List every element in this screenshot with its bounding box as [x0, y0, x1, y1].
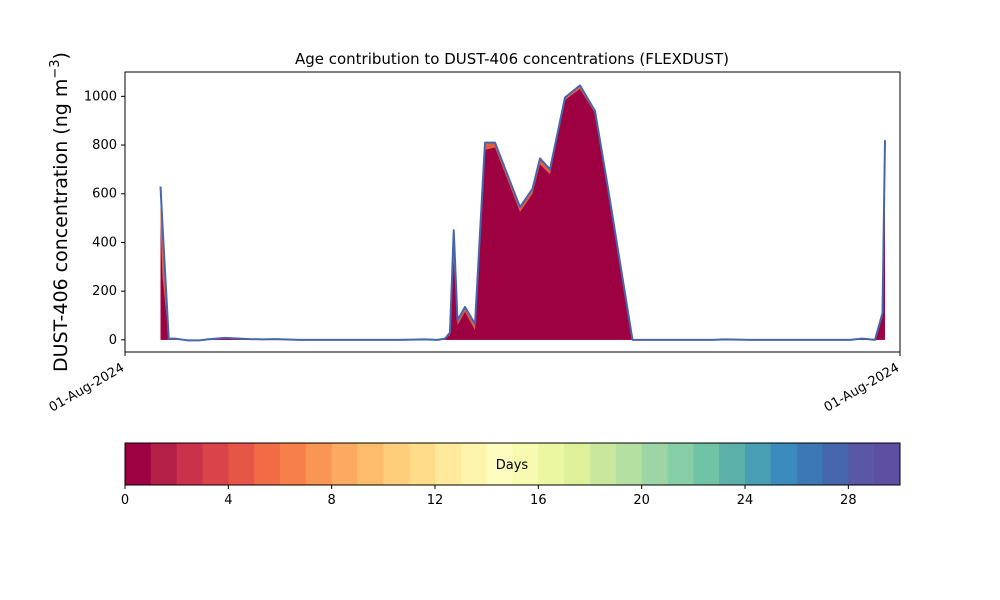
y-tick-label: 800	[92, 138, 117, 153]
colorbar-frame	[124, 442, 901, 486]
y-axis-label: DUST-406 concentration (ng m−3)	[48, 52, 72, 372]
y-tick-label: 0	[109, 333, 117, 348]
colorbar-segment	[486, 443, 513, 485]
colorbar-label: Days	[496, 458, 529, 473]
colorbar-segment	[796, 443, 823, 485]
chart-title: Age contribution to DUST-406 concentrati…	[295, 50, 729, 68]
y-tick-label: 1000	[84, 89, 117, 104]
y-axis-label-superscript: −3	[48, 59, 63, 78]
colorbar-segment	[280, 443, 307, 485]
colorbar-segment	[590, 443, 617, 485]
y-axis: 0 200 400 600 800 1000	[84, 89, 125, 348]
y-tick-label: 200	[92, 284, 117, 299]
colorbar-tick-label: 0	[121, 493, 129, 508]
colorbar-segment	[202, 443, 229, 485]
svg-text:DUST-406 concentration (ng m−3: DUST-406 concentration (ng m−3)	[48, 52, 72, 372]
x-tick-label: 01-Aug-2024	[822, 360, 902, 415]
y-tick-label: 400	[92, 235, 117, 250]
colorbar-segment	[150, 443, 178, 485]
y-axis-label-main: DUST-406 concentration (ng m	[50, 79, 72, 372]
colorbar-segment	[667, 443, 694, 485]
colorbar-tick-label: 28	[840, 493, 857, 508]
colorbar-segment	[228, 443, 255, 485]
plot-area	[159, 84, 886, 342]
colorbar-segment	[745, 443, 772, 485]
colorbar-segment	[409, 443, 436, 485]
colorbar-tick-label: 24	[737, 493, 754, 508]
colorbar-segment	[512, 443, 539, 485]
colorbar-tick-label: 16	[530, 493, 547, 508]
colorbar-segment	[564, 443, 591, 485]
colorbar-segment	[331, 443, 358, 485]
colorbar-segment	[719, 443, 746, 485]
colorbar-segment	[176, 443, 203, 485]
colorbar-segment	[435, 443, 462, 485]
colorbar-tick-label: 20	[633, 493, 650, 508]
colorbar-segment	[538, 443, 565, 485]
x-axis: 01-Aug-2024 01-Aug-2024	[47, 352, 902, 416]
colorbar-segment	[693, 443, 720, 485]
fresh-contribution-area	[160, 89, 885, 341]
colorbar: 0 4 8 12 16 20 24 28	[121, 443, 901, 508]
total-concentration-line	[159, 84, 886, 342]
colorbar-tick-label: 12	[427, 493, 444, 508]
y-axis-label-close: )	[50, 52, 72, 59]
colorbar-segment	[848, 443, 875, 485]
colorbar-segment	[874, 443, 901, 485]
colorbar-segment	[125, 443, 152, 485]
y-tick-label: 600	[92, 187, 117, 202]
plot-frame	[124, 71, 901, 353]
colorbar-segment	[460, 443, 488, 485]
colorbar-tick-label: 8	[328, 493, 336, 508]
colorbar-tick-label: 4	[224, 493, 232, 508]
colorbar-segment	[615, 443, 643, 485]
colorbar-segment	[254, 443, 281, 485]
colorbar-segment	[383, 443, 410, 485]
colorbar-segment	[822, 443, 849, 485]
colorbar-segment	[641, 443, 668, 485]
colorbar-segment	[357, 443, 384, 485]
colorbar-segment	[770, 443, 798, 485]
colorbar-segment	[305, 443, 333, 485]
